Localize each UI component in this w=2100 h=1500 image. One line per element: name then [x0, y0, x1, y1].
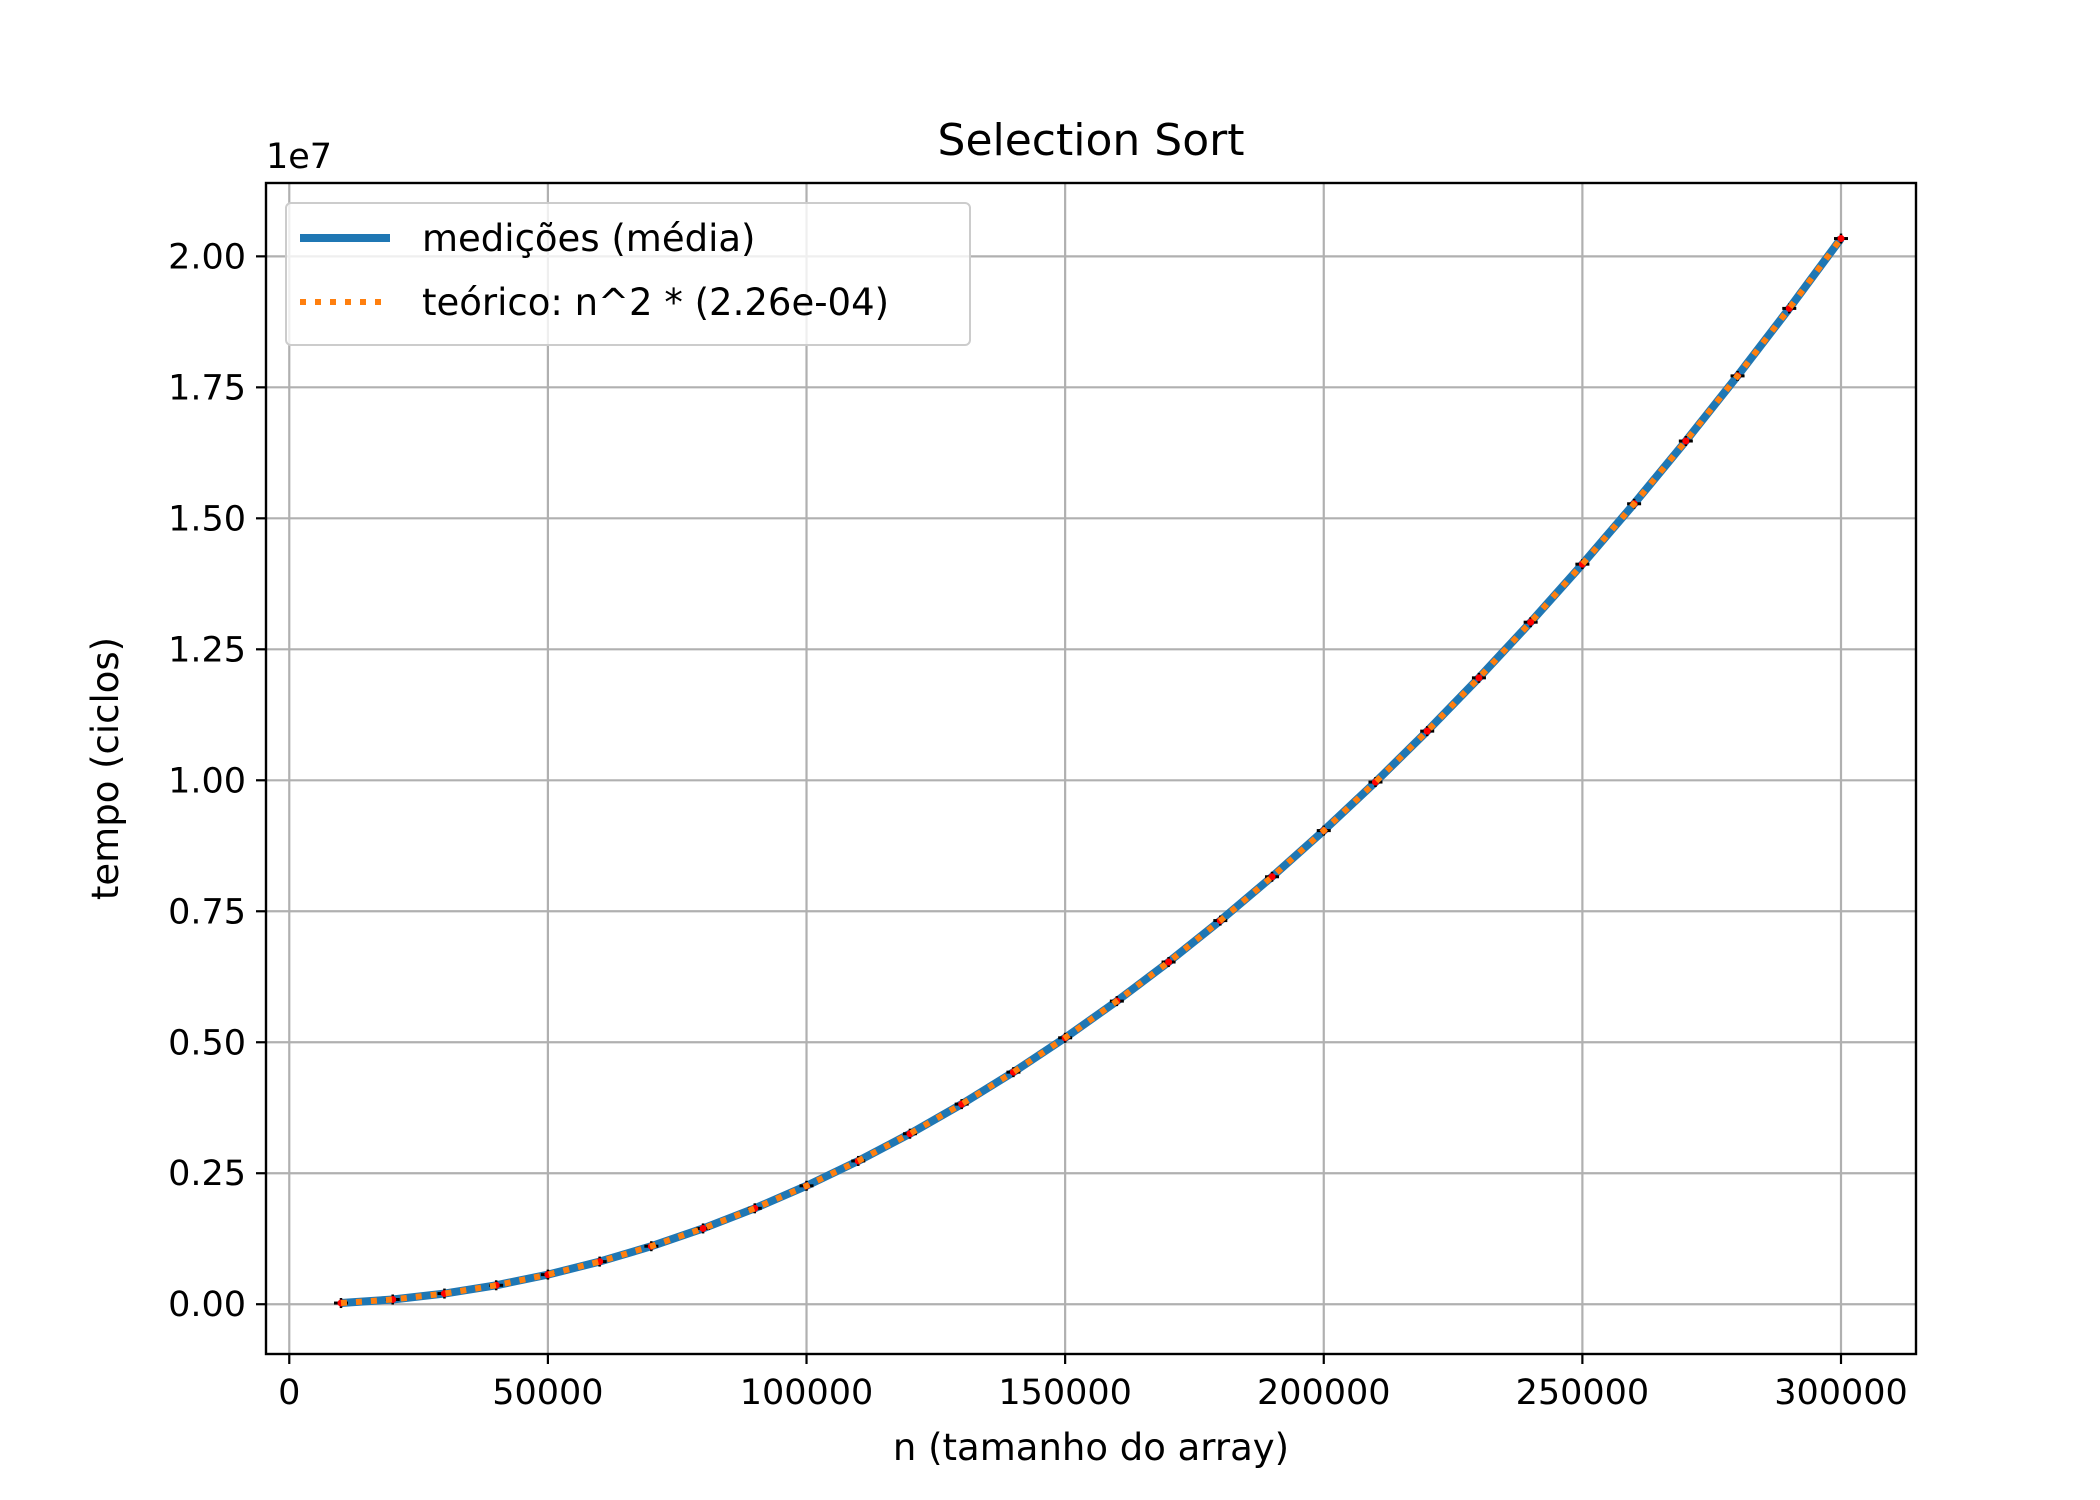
plot-area: [334, 233, 1848, 1309]
y-tick-label: 0.25: [168, 1154, 246, 1194]
data-point: [1475, 674, 1483, 682]
y-tick-label: 1.00: [168, 761, 246, 801]
data-point: [1165, 958, 1173, 966]
x-tick-label: 0: [278, 1373, 300, 1413]
y-tick-label: 1.75: [168, 368, 246, 408]
data-point: [699, 1224, 707, 1232]
x-tick-label: 200000: [1257, 1373, 1391, 1413]
x-tick-label: 100000: [740, 1373, 874, 1413]
legend-label-measured: medições (média): [422, 217, 755, 260]
y-tick-label: 1.50: [168, 499, 246, 539]
x-tick-label: 150000: [998, 1373, 1132, 1413]
y-axis-label: tempo (ciclos): [84, 637, 127, 900]
axes-frame: [264, 181, 1918, 1356]
x-tick-label: 50000: [492, 1373, 603, 1413]
data-point: [1837, 235, 1845, 243]
legend: medições (média) teórico: n^2 * (2.26e-0…: [285, 202, 971, 346]
x-axis-label: n (tamanho do array): [893, 1426, 1289, 1469]
legend-label-theoretical: teórico: n^2 * (2.26e-04): [422, 281, 889, 324]
series-line-theoretical: [340, 236, 1844, 1307]
x-tick-label: 250000: [1516, 1373, 1650, 1413]
data-point: [1527, 618, 1535, 626]
y-tick-label: 2.00: [168, 237, 246, 277]
y-tick-label: 0.50: [168, 1023, 246, 1063]
x-tick-label: 300000: [1774, 1373, 1908, 1413]
data-point: [1682, 437, 1690, 445]
data-point: [1423, 727, 1431, 735]
y-tick-label: 0.00: [168, 1285, 246, 1325]
y-axis-offset-label: 1e7: [266, 137, 332, 177]
legend-box: [285, 202, 971, 346]
chart-title: Selection Sort: [938, 115, 1245, 166]
data-point: [1268, 873, 1276, 881]
axis-ticks: 0 50000 100000 150000 200000 250000 300000 0.00…: [168, 237, 1908, 1413]
y-tick-label: 1.25: [168, 630, 246, 670]
y-tick-label: 0.75: [168, 892, 246, 932]
grid: [266, 183, 1916, 1354]
